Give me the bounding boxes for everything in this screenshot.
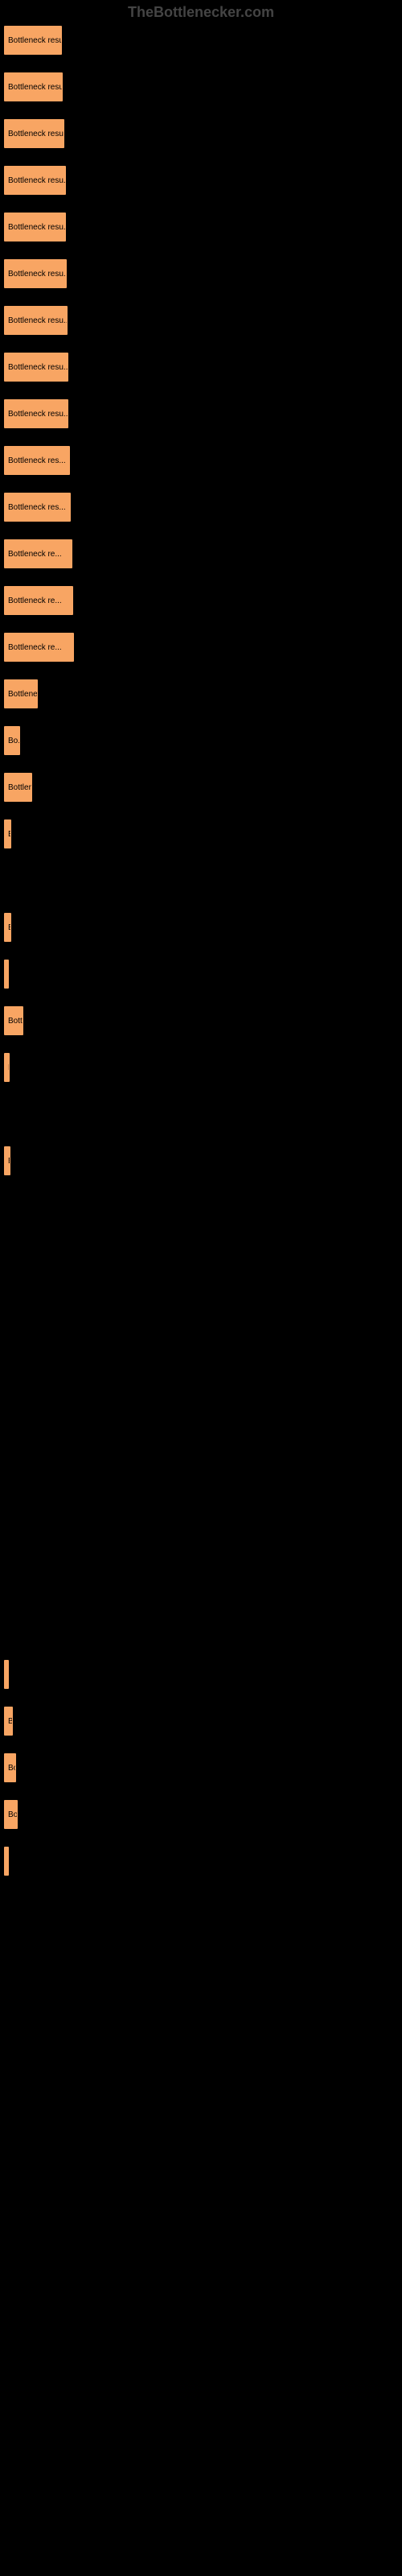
bar-row: Bottleneck resu... xyxy=(4,398,398,430)
chart-bar: | xyxy=(4,1847,9,1876)
bar-row: Bo... xyxy=(4,724,398,757)
chart-bar: B xyxy=(4,1053,10,1082)
spacer-row xyxy=(4,1472,398,1504)
chart-bar: Bottleneck resu... xyxy=(4,353,68,382)
chart-bar: Bottleneck resu... xyxy=(4,119,64,148)
spacer-row xyxy=(4,1425,398,1457)
chart-bar: Bottleneck res... xyxy=(4,493,71,522)
bar-row: Bo... xyxy=(4,1798,398,1831)
bar-row: Bottleneck resu... xyxy=(4,118,398,150)
chart-bar: Bottleneck resu... xyxy=(4,306,68,335)
bar-row: B xyxy=(4,1051,398,1084)
spacer-row xyxy=(4,1098,398,1130)
chart-bar: Bottleneck re... xyxy=(4,539,72,568)
bar-row: Bottleneck re... xyxy=(4,584,398,617)
chart-bar: Bo... xyxy=(4,1800,18,1829)
bar-row: Bottlene... xyxy=(4,678,398,710)
chart-bar: B... xyxy=(4,1707,13,1736)
bar-row: B... xyxy=(4,911,398,943)
spacer-row xyxy=(4,1191,398,1224)
chart-bar: | xyxy=(4,960,9,989)
spacer-row xyxy=(4,1518,398,1550)
bar-row: Bottleneck res... xyxy=(4,491,398,523)
bar-row: Bottleneck resu... xyxy=(4,304,398,336)
bar-row: B... xyxy=(4,818,398,850)
spacer-row xyxy=(4,1331,398,1364)
chart-bar: Bott... xyxy=(4,1006,23,1035)
spacer-row xyxy=(4,1378,398,1410)
chart-bar: Bottleneck res... xyxy=(4,446,70,475)
spacer-row xyxy=(4,1565,398,1597)
spacer-row xyxy=(4,865,398,897)
bar-row: Bottleneck re... xyxy=(4,538,398,570)
bar-row: Bottleneck re... xyxy=(4,631,398,663)
chart-bar: Bottleneck re... xyxy=(4,633,74,662)
bar-row: B xyxy=(4,1145,398,1177)
bar-row: Bottlen... xyxy=(4,771,398,803)
chart-bar: Bottlen... xyxy=(4,773,32,802)
chart-bar: Bottleneck re... xyxy=(4,586,73,615)
chart-bar: Bottleneck resu... xyxy=(4,259,67,288)
chart-bar: Bottleneck resul... xyxy=(4,26,62,55)
chart-bar: Bo... xyxy=(4,726,20,755)
bar-row: Bottleneck resu... xyxy=(4,351,398,383)
bar-row: Bottleneck resul... xyxy=(4,71,398,103)
bar-row: B... xyxy=(4,1705,398,1737)
chart-bar: B... xyxy=(4,819,11,848)
bar-row: Bottleneck resu... xyxy=(4,258,398,290)
watermark-text: TheBottlenecker.com xyxy=(128,4,274,21)
chart-bar: Bo... xyxy=(4,1753,16,1782)
spacer-row xyxy=(4,1238,398,1270)
bar-row: | xyxy=(4,958,398,990)
chart-bar: Bottleneck resu... xyxy=(4,213,66,242)
chart-bar: B... xyxy=(4,913,11,942)
chart-bar: | xyxy=(4,1660,9,1689)
bar-row: | xyxy=(4,1658,398,1690)
spacer-row xyxy=(4,1612,398,1644)
bar-row: Bottleneck resu... xyxy=(4,211,398,243)
bar-row: Bottleneck res... xyxy=(4,444,398,477)
chart-bar: Bottleneck resu... xyxy=(4,399,68,428)
bar-row: Bottleneck resu... xyxy=(4,164,398,196)
chart-bar: Bottleneck resu... xyxy=(4,166,66,195)
spacer-row xyxy=(4,1285,398,1317)
bar-chart: Bottleneck resul... Bottleneck resul... Bo… xyxy=(0,0,402,1896)
bar-row: Bott... xyxy=(4,1005,398,1037)
bar-row: Bo... xyxy=(4,1752,398,1784)
bar-row: Bottleneck resul... xyxy=(4,24,398,56)
chart-bar: Bottlene... xyxy=(4,679,38,708)
bar-row: | xyxy=(4,1845,398,1877)
chart-bar: B xyxy=(4,1146,10,1175)
chart-bar: Bottleneck resul... xyxy=(4,72,63,101)
